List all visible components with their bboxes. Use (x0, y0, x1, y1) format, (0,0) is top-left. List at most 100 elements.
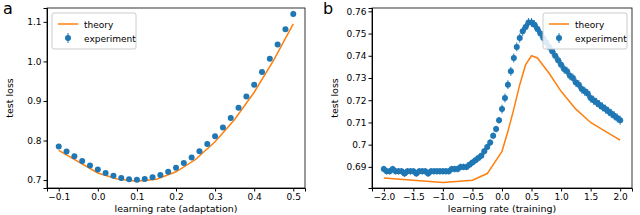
y-tick: 1.1 (27, 17, 47, 27)
legend-label: experiment (84, 34, 136, 44)
x-tick-label: 0.3 (208, 192, 222, 202)
data-point (282, 26, 288, 32)
data-point (64, 149, 70, 155)
y-axis-title: test loss (329, 78, 340, 118)
y-tick-mark (44, 180, 48, 181)
data-point (267, 56, 273, 62)
y-tick: 0.8 (27, 136, 47, 146)
legend-label: theory (575, 20, 605, 30)
y-tick-mark (369, 100, 373, 101)
x-tick-label: −2.0 (373, 192, 395, 202)
y-tick: 0.71 (346, 118, 372, 128)
data-point (490, 133, 496, 139)
x-tick: −1.5 (403, 188, 425, 202)
y-tick-mark (369, 167, 373, 168)
data-point (236, 105, 242, 111)
x-tick-label: 0.0 (91, 192, 106, 202)
y-tick-mark (369, 11, 373, 12)
x-tick: 1.0 (554, 188, 569, 202)
y-tick-label: 0.72 (346, 96, 366, 106)
data-point (290, 11, 296, 17)
data-point (103, 170, 109, 176)
x-axis-title: learning rate (training) (448, 203, 556, 214)
data-point (243, 94, 249, 100)
y-axis-line (369, 9, 373, 189)
y-tick: 0.74 (346, 51, 372, 61)
y-axis: 0.7 0.8 0.9 1.0 1.1 (27, 9, 47, 189)
legend: theoryexperiment (543, 13, 627, 49)
data-point (189, 155, 195, 161)
x-tick: −2.0 (373, 188, 395, 202)
data-point (157, 172, 163, 178)
data-point (502, 95, 508, 101)
data-point (228, 115, 234, 121)
y-tick-mark (44, 22, 48, 23)
x-tick: 0.1 (130, 188, 144, 202)
x-tick-label: 0.5 (525, 192, 539, 202)
y-tick: 0.72 (346, 96, 372, 106)
data-point (165, 169, 171, 175)
x-axis: −0.1 0.0 0.1 0.2 0.3 0.4 0.5 (48, 188, 306, 202)
data-point (56, 143, 62, 149)
data-point (181, 160, 187, 166)
x-tick-label: 0.5 (287, 192, 301, 202)
x-tick-label: 0.2 (169, 192, 183, 202)
y-tick-mark (369, 122, 373, 123)
data-point (79, 158, 85, 164)
data-point (505, 82, 511, 88)
data-point (275, 41, 281, 47)
y-tick: 0.7 (27, 175, 47, 185)
x-tick: 0.3 (208, 188, 222, 202)
x-tick-label: 0.4 (248, 192, 263, 202)
x-tick: 2.0 (614, 188, 629, 202)
y-tick-label: 0.73 (346, 73, 366, 83)
y-tick-label: 1.1 (27, 17, 41, 27)
plot-frame (372, 8, 632, 188)
legend-box (543, 13, 627, 49)
data-point (496, 117, 502, 123)
y-tick-label: 0.76 (346, 7, 366, 17)
y-tick: 0.73 (346, 73, 372, 83)
x-tick-label: 2.0 (614, 192, 629, 202)
y-tick: 1.0 (27, 57, 47, 67)
legend-swatch (556, 35, 562, 41)
data-point (259, 69, 265, 75)
x-tick: 0.5 (525, 188, 539, 202)
theory-line (384, 56, 620, 183)
y-tick-mark (44, 141, 48, 142)
x-tick-label: 1.5 (584, 192, 598, 202)
x-tick-label: 1.0 (554, 192, 569, 202)
data-point (173, 165, 179, 171)
legend-label: theory (84, 20, 114, 30)
x-tick-label: −0.5 (462, 192, 484, 202)
x-axis-title: learning rate (adaptation) (115, 203, 238, 214)
y-tick-label: 1.0 (27, 57, 42, 67)
y-tick-label: 0.7 (352, 140, 366, 150)
y-tick: 0.75 (346, 29, 372, 39)
y-tick-mark (44, 61, 48, 62)
y-tick: 0.9 (27, 96, 47, 106)
y-tick: 0.7 (352, 140, 372, 150)
y-axis-title: test loss (4, 78, 15, 118)
x-tick: 1.5 (584, 188, 598, 202)
x-tick: −1.0 (432, 188, 454, 202)
x-tick: −0.1 (48, 188, 70, 202)
data-point (212, 133, 218, 139)
data-point (517, 35, 523, 41)
x-axis: −2.0 −1.5 −1.0 −0.5 0.0 0.5 1.0 1.5 2.0 (373, 188, 633, 202)
legend-swatch (58, 23, 78, 25)
data-point (95, 166, 101, 172)
panel-label: b (323, 0, 333, 18)
data-point (508, 68, 514, 74)
legend-box (52, 13, 136, 49)
data-point (134, 177, 140, 183)
x-tick-label: −0.1 (48, 192, 70, 202)
data-point (617, 117, 623, 123)
y-tick-label: 0.7 (27, 175, 41, 185)
x-tick: 0.0 (91, 188, 106, 202)
plot-frame (47, 8, 305, 188)
y-tick: 0.76 (346, 7, 372, 17)
x-tick-label: 0.0 (495, 192, 510, 202)
data-point (251, 82, 257, 88)
legend-swatch (549, 23, 569, 25)
